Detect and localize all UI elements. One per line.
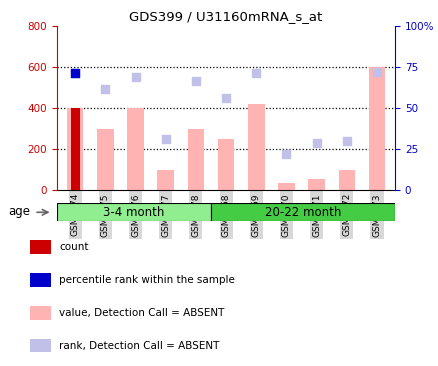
Point xyxy=(312,140,319,146)
Bar xyxy=(210,203,394,221)
Text: value, Detection Call = ABSENT: value, Detection Call = ABSENT xyxy=(60,308,224,318)
Bar xyxy=(57,203,210,221)
Point xyxy=(222,95,229,101)
Text: rank, Detection Call = ABSENT: rank, Detection Call = ABSENT xyxy=(60,341,219,351)
Text: 3-4 month: 3-4 month xyxy=(103,206,164,219)
Bar xyxy=(157,170,173,190)
Point xyxy=(283,152,290,157)
Point xyxy=(162,136,169,142)
Bar xyxy=(71,108,80,190)
Text: age: age xyxy=(9,205,31,218)
Bar xyxy=(187,128,204,190)
Text: 20-22 month: 20-22 month xyxy=(264,206,340,219)
Bar xyxy=(30,240,51,254)
Title: GDS399 / U31160mRNA_s_at: GDS399 / U31160mRNA_s_at xyxy=(129,10,322,23)
Point xyxy=(373,69,380,75)
Bar xyxy=(30,339,51,352)
Bar xyxy=(247,104,264,190)
Bar xyxy=(30,273,51,287)
Bar xyxy=(67,108,83,190)
Bar xyxy=(278,183,294,190)
Point xyxy=(102,86,109,92)
Bar xyxy=(307,179,324,190)
Point xyxy=(252,70,259,76)
Text: count: count xyxy=(60,242,89,252)
Bar xyxy=(30,306,51,320)
Point xyxy=(192,78,199,84)
Bar xyxy=(338,170,354,190)
Point xyxy=(343,138,350,144)
Point xyxy=(71,70,78,76)
Text: percentile rank within the sample: percentile rank within the sample xyxy=(60,275,235,285)
Point xyxy=(132,74,139,80)
Bar xyxy=(368,67,385,190)
Point xyxy=(71,70,78,76)
Bar xyxy=(217,139,234,190)
Bar xyxy=(127,108,144,190)
Bar xyxy=(97,128,113,190)
